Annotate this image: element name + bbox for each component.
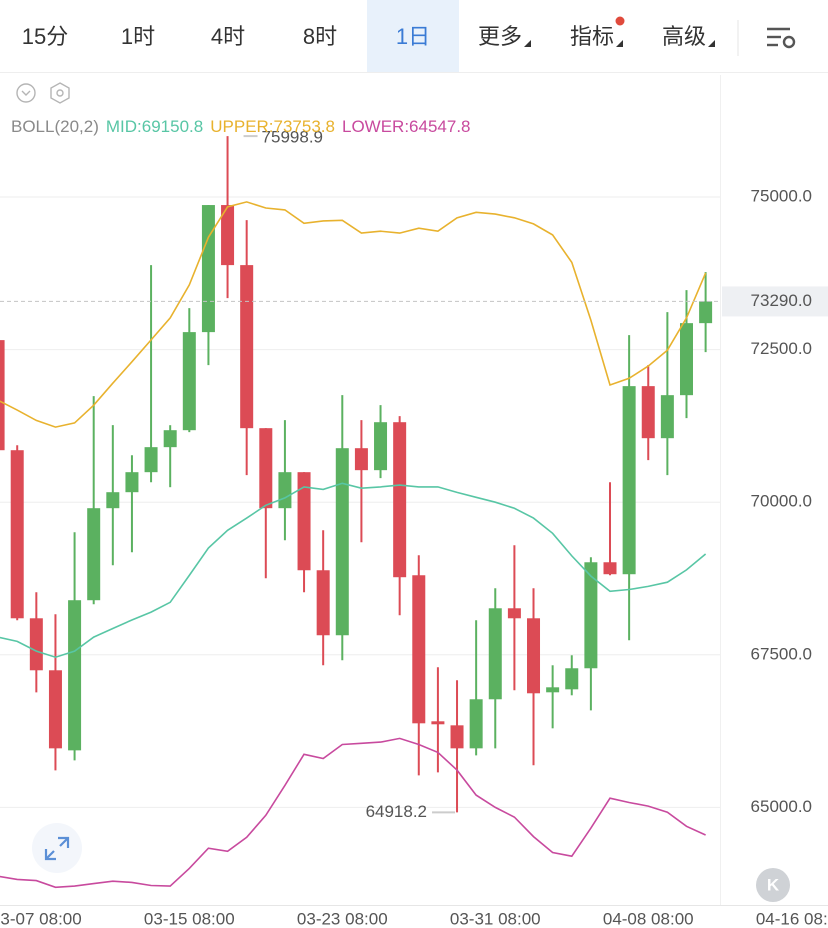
x-tick-label: 04-16 08:00 [756, 909, 828, 928]
indicator-legend: BOLL(20,2) MID:69150.8 UPPER:73753.8 LOWER:… [11, 117, 471, 136]
candle-body [393, 422, 407, 578]
candle-body [565, 668, 579, 690]
low-marker-label: 64918.2 [366, 802, 427, 821]
tab-label[interactable]: 更多 [478, 24, 522, 49]
candle-body [412, 575, 426, 724]
y-tick-label: 75000.0 [751, 187, 812, 206]
tab-label[interactable]: 1时 [121, 24, 155, 49]
candle-body [507, 608, 521, 619]
candle-body [527, 618, 541, 694]
candle-body [699, 301, 713, 324]
candle-body [240, 265, 254, 429]
candle-body [297, 472, 311, 571]
legend-entry: MID:69150.8 [106, 117, 203, 136]
tab-label[interactable]: 4时 [211, 24, 245, 49]
indicator-name: BOLL(20,2) [11, 117, 99, 136]
current-price-label: 73290.0 [751, 291, 812, 310]
candle-body [221, 205, 235, 266]
candle-body [87, 508, 101, 601]
boll-line [0, 737, 706, 889]
legend-entry: LOWER:64547.8 [342, 117, 471, 136]
candle-body [144, 447, 158, 473]
candle-body [201, 205, 215, 333]
x-tick-label: 03-31 08:00 [450, 909, 541, 928]
candle-body [106, 492, 120, 509]
y-tick-label: 70000.0 [751, 492, 812, 511]
candle-body [278, 472, 292, 509]
candle-body [354, 448, 368, 471]
tab-label[interactable]: 高级 [662, 24, 706, 49]
tab-bar: 15分 1时 4时 8时 1日 更多 指标 高级 [0, 0, 828, 73]
legend-entry: UPPER:73753.8 [210, 117, 335, 136]
x-tick-label: 03-07 08:00 [0, 909, 82, 928]
candle-body [374, 422, 388, 471]
candle-body [584, 562, 598, 669]
candle-body [335, 448, 349, 636]
x-tick-label: 04-08 08:00 [603, 909, 694, 928]
indicator-toggles[interactable] [16, 82, 70, 104]
candle-body [48, 670, 62, 749]
candle-body [125, 472, 139, 493]
candle-body [182, 332, 196, 431]
tab-label[interactable]: 15分 [22, 24, 68, 49]
y-tick-label: 72500.0 [751, 339, 812, 358]
candle-body [259, 428, 273, 509]
candle-body [431, 721, 445, 725]
x-tick-label: 03-15 08:00 [144, 909, 235, 928]
candle-body [546, 687, 560, 693]
candle-body [316, 570, 330, 636]
candle-body [68, 600, 82, 751]
candle-body [641, 386, 655, 439]
candle-body [163, 430, 177, 448]
candle-body [469, 699, 483, 749]
candle-body [10, 450, 24, 619]
x-tick-label: 03-23 08:00 [297, 909, 388, 928]
candle-body [660, 395, 674, 439]
tab-label[interactable]: 指标 [570, 24, 614, 49]
k-button[interactable]: K [756, 868, 790, 902]
tab-label[interactable]: 1日 [396, 24, 430, 49]
candle-body [603, 562, 617, 575]
dropdown-arrow [524, 40, 532, 47]
current-price-tag [722, 286, 828, 317]
y-tick-label: 65000.0 [751, 797, 812, 816]
candle-body [29, 618, 43, 671]
boll-line [0, 482, 707, 659]
tab-label[interactable]: 8时 [303, 24, 337, 49]
selected-tab-bg [367, 0, 459, 72]
k-button-label: K [767, 875, 780, 894]
high-marker-label: 75998.9 [262, 128, 323, 147]
dropdown-arrow [616, 40, 624, 47]
expand-button[interactable] [32, 823, 82, 873]
candle-body [622, 386, 636, 575]
dropdown-arrow [708, 40, 716, 47]
y-tick-label: 67500.0 [751, 644, 812, 663]
candle-body [0, 340, 5, 451]
candle-body [488, 608, 502, 700]
boll-line [0, 201, 707, 428]
candle-body [450, 725, 464, 749]
settings-icon[interactable] [767, 27, 796, 49]
candle-body [679, 323, 693, 396]
badge-dot [615, 16, 625, 26]
